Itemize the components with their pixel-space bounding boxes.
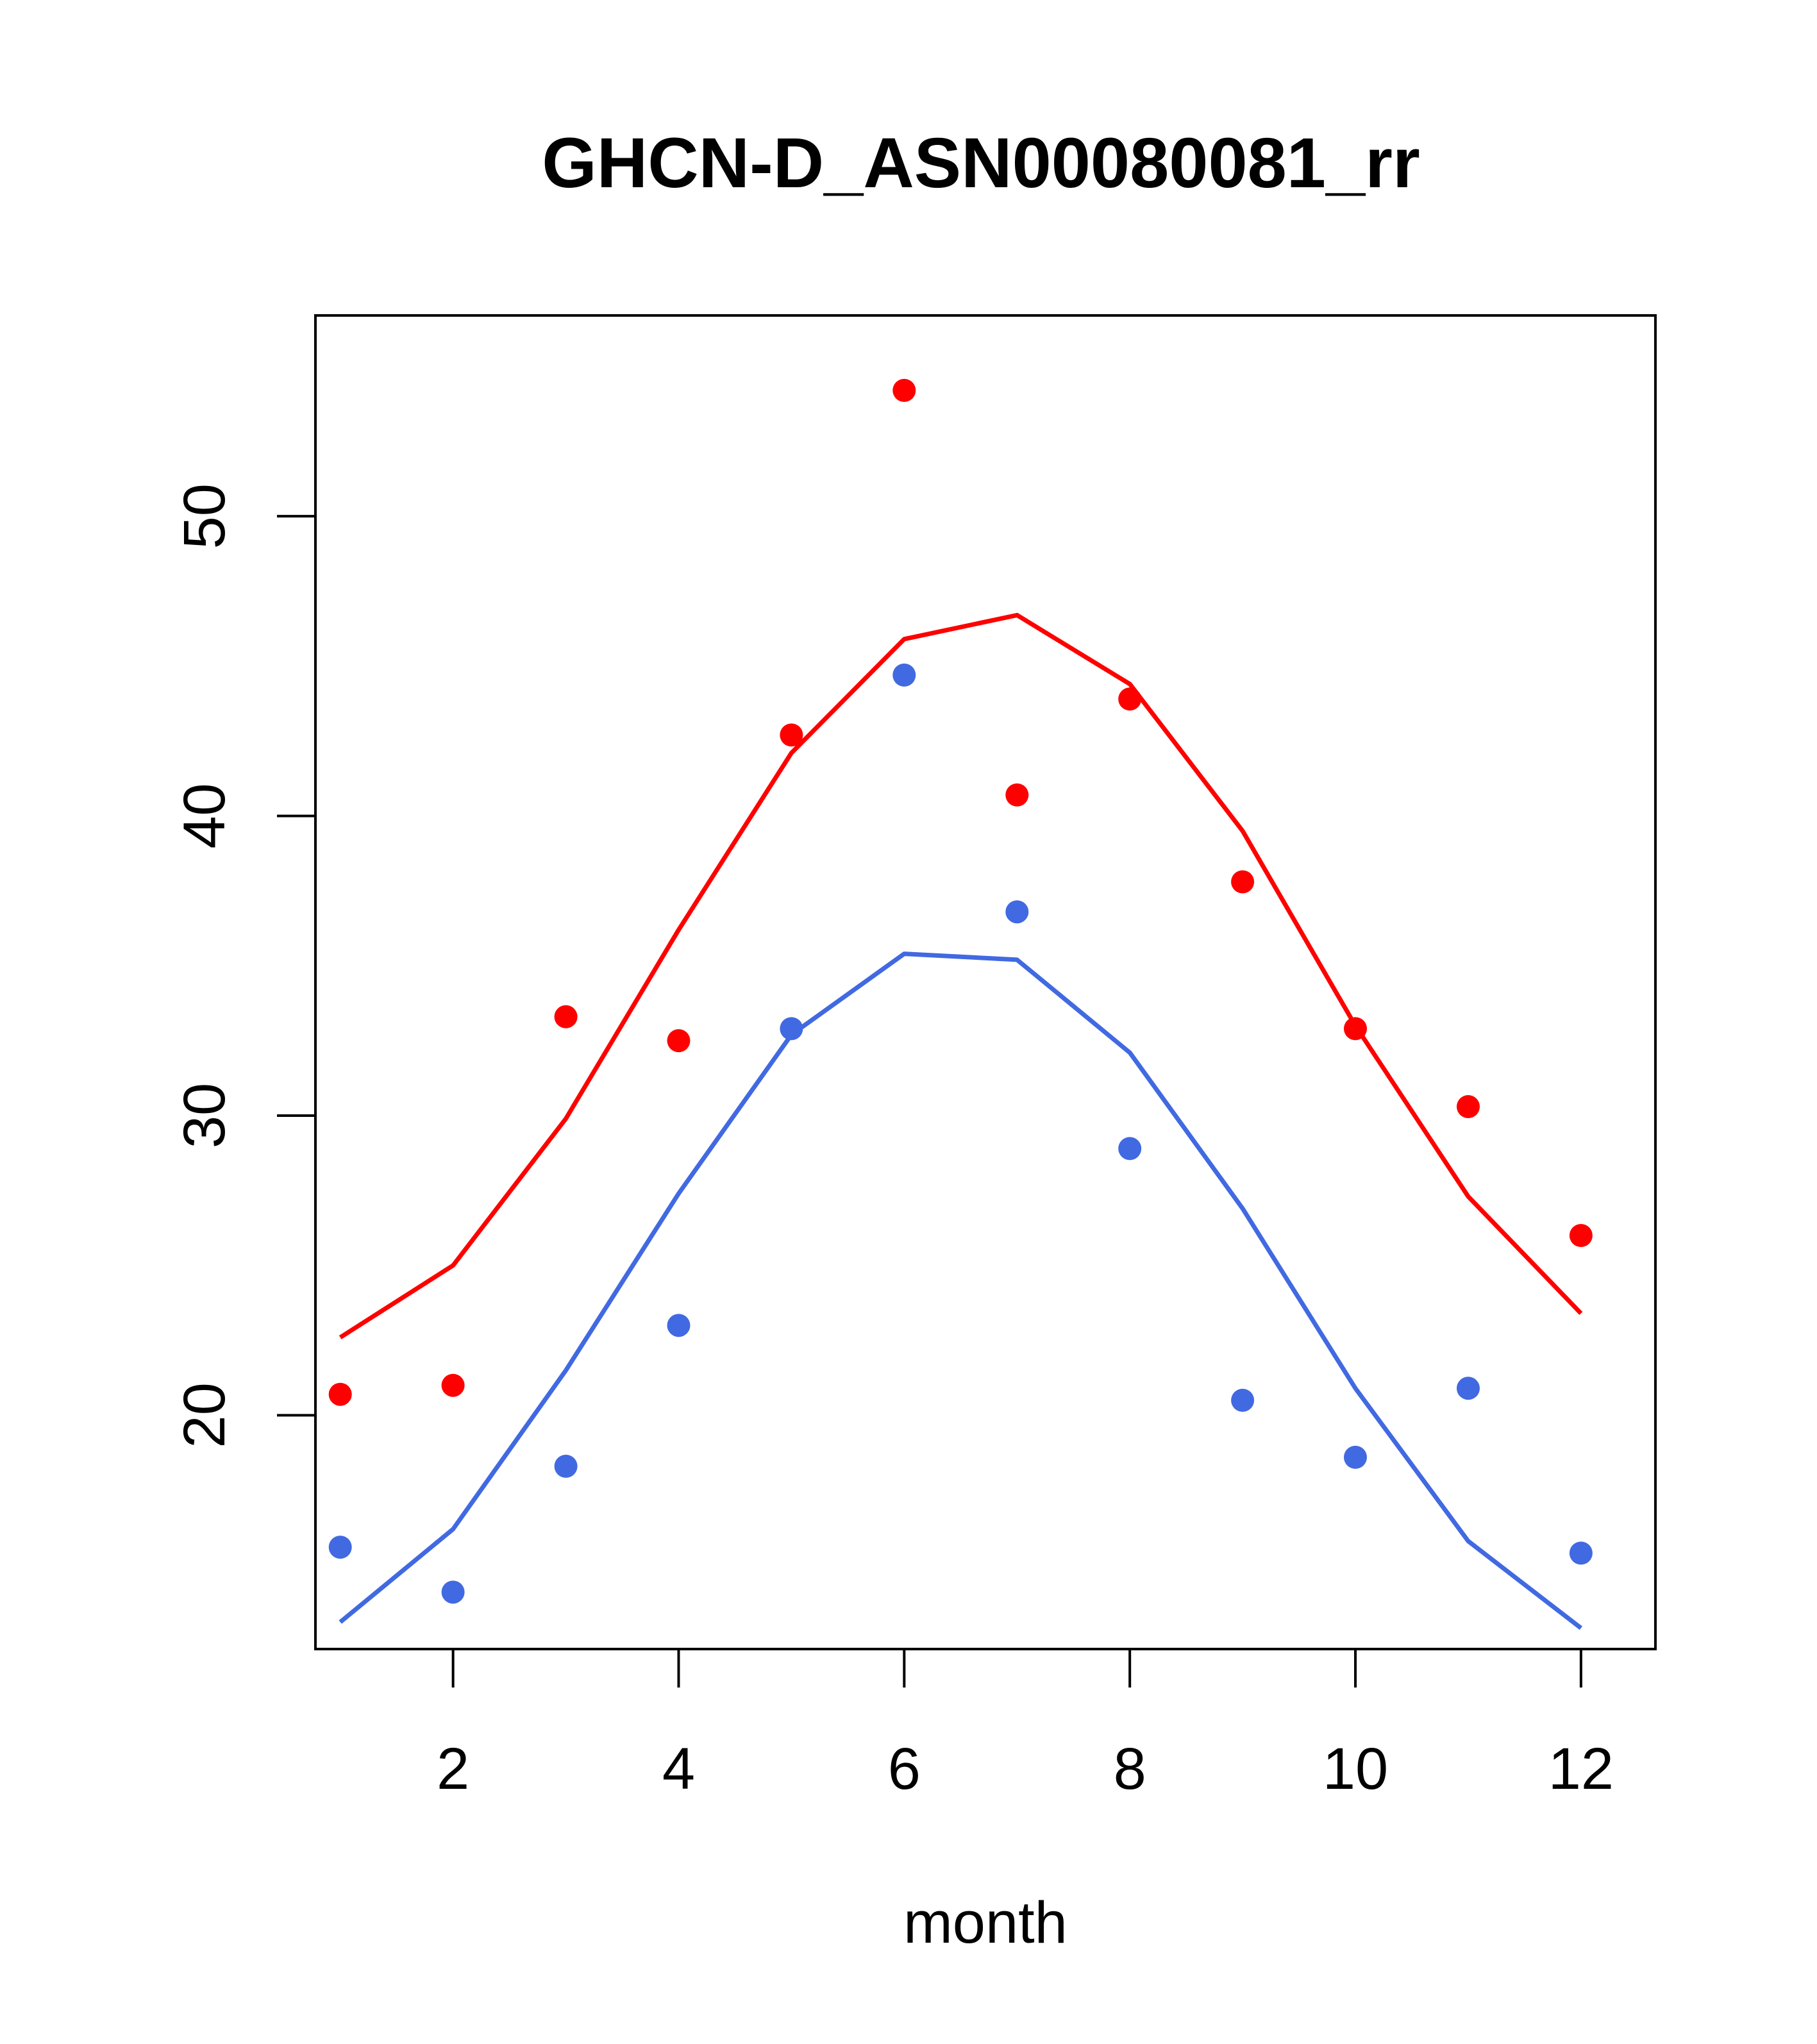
series-2-point (1344, 1445, 1367, 1469)
series-1-point (554, 1005, 578, 1028)
series-2-line (339, 951, 1583, 1630)
y-tick-label: 40 (172, 783, 237, 848)
series-2-point (1231, 1389, 1255, 1412)
y-tick-label: 50 (172, 483, 237, 549)
series-1-point (1344, 1017, 1367, 1041)
series-1-point (1569, 1224, 1593, 1247)
series-2-point (780, 1017, 803, 1041)
series-2-point (1005, 900, 1029, 924)
series-2-point (1457, 1377, 1480, 1400)
series-2-point (892, 663, 916, 687)
x-axis-label: month (903, 1890, 1068, 1956)
series-1-point (441, 1373, 465, 1397)
series-1-point (1118, 687, 1142, 711)
y-tick-label: 20 (172, 1382, 237, 1448)
series-1-point (892, 378, 916, 402)
y-tick-label: 30 (172, 1083, 237, 1148)
series-1-point (328, 1382, 352, 1406)
series-2-point (667, 1314, 691, 1337)
series-2-point (328, 1536, 352, 1559)
series-2-point (1569, 1541, 1593, 1565)
plot-layer (328, 378, 1593, 1630)
x-tick-label: 6 (888, 1736, 921, 1802)
series-1-point (1231, 870, 1255, 894)
series-2-point (441, 1580, 465, 1604)
x-tick-label: 2 (437, 1736, 469, 1802)
series-1-line (339, 612, 1583, 1339)
series-1-point (667, 1029, 691, 1053)
x-axis: 2 4 6 8 10 12 (437, 1649, 1614, 1802)
series-2-point (1118, 1137, 1142, 1160)
x-tick-label: 8 (1114, 1736, 1146, 1802)
x-tick-label: 4 (662, 1736, 695, 1802)
y-axis: 20 30 40 50 (172, 483, 315, 1448)
x-tick-label: 12 (1548, 1736, 1614, 1802)
plot-frame (314, 314, 1657, 1650)
series-1-point (1457, 1095, 1480, 1118)
chart-title: GHCN-D_ASN00080081_rr (542, 124, 1420, 203)
x-tick-label: 10 (1323, 1736, 1388, 1802)
series-1-point (1005, 783, 1029, 807)
series-1-point (780, 723, 803, 747)
series-2-point (554, 1454, 578, 1478)
